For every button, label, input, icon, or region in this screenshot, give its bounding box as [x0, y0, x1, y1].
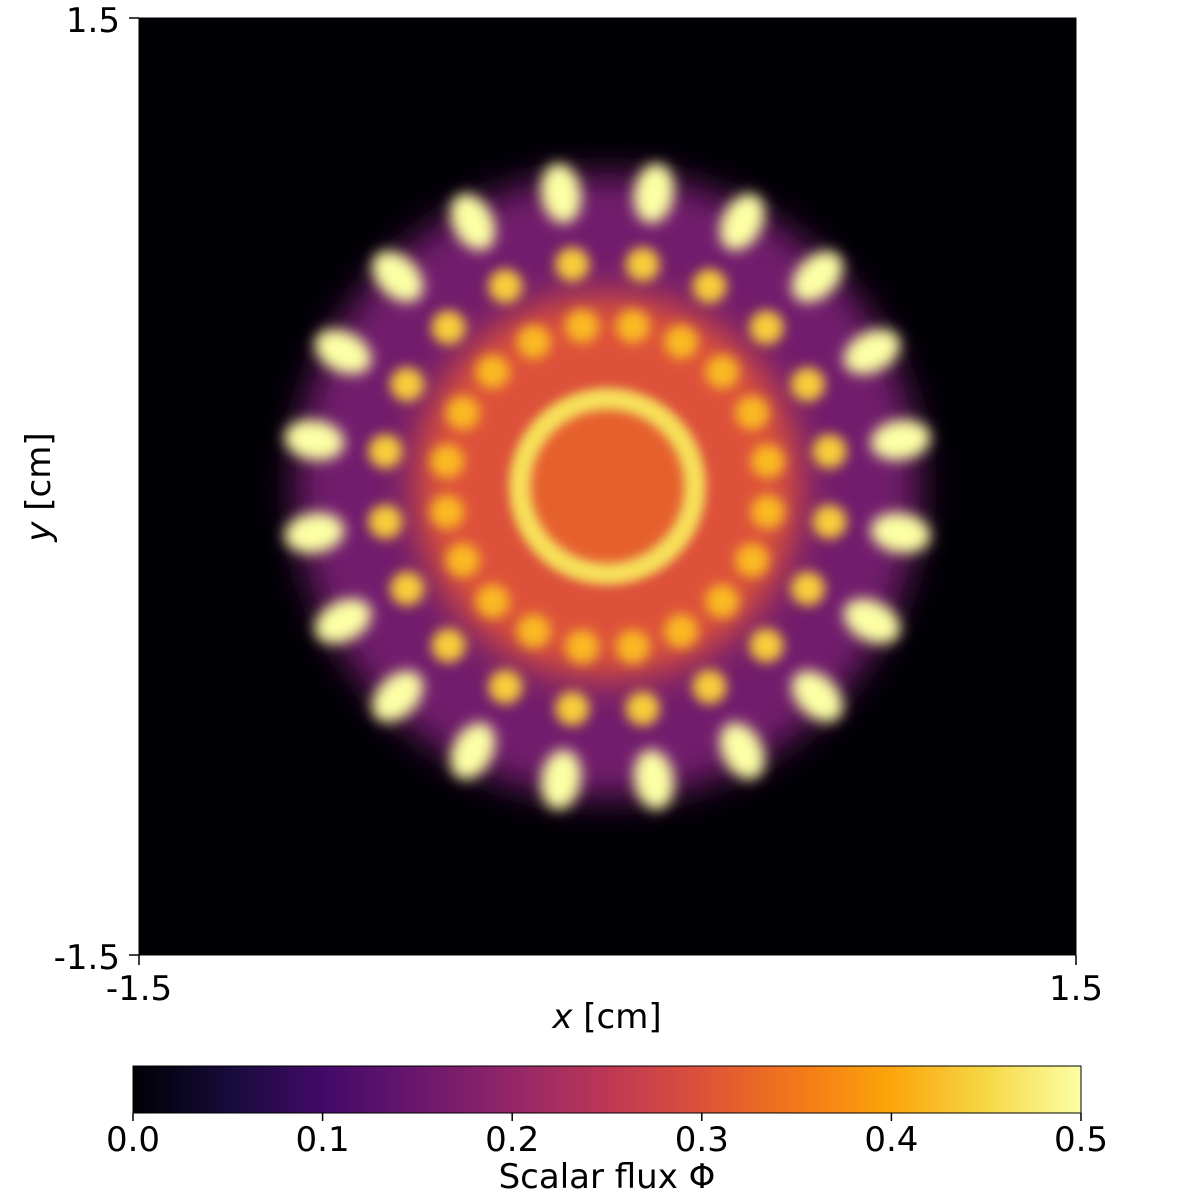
inner-pin: [615, 309, 650, 344]
middle-pin: [390, 367, 425, 402]
inner-pin: [750, 494, 785, 529]
middle-pin: [368, 434, 403, 469]
outer-petal: [843, 598, 901, 644]
inner-pin: [516, 324, 551, 359]
inner-pin: [705, 584, 740, 619]
outer-petal: [284, 512, 345, 554]
inner-pin: [516, 614, 551, 649]
middle-pin: [555, 247, 590, 282]
middle-pin: [431, 310, 466, 345]
middle-pin: [488, 669, 523, 704]
inner-pin: [735, 395, 770, 430]
outer-petal: [314, 598, 372, 644]
inner-pin: [615, 629, 650, 664]
y-axis-label: y [cm]: [19, 432, 59, 542]
flux-heatmap: [139, 18, 1076, 955]
x-axis-variable: x: [551, 997, 573, 1037]
inner-pin: [750, 444, 785, 479]
x-tick-label-min: -1.5: [106, 969, 172, 1009]
outer-petal: [540, 749, 582, 810]
middle-pin: [431, 628, 466, 663]
inner-pin: [565, 629, 600, 664]
y-axis-unit: [cm]: [19, 432, 59, 521]
outer-petal: [843, 329, 901, 375]
x-axis-unit: [cm]: [572, 997, 661, 1037]
colorbar-tick-label: 0.0: [106, 1120, 160, 1160]
middle-pin: [555, 691, 590, 726]
outer-petal: [719, 722, 765, 780]
inner-pin: [445, 395, 480, 430]
middle-pin: [692, 269, 727, 304]
middle-pin: [692, 669, 727, 704]
outer-petal: [870, 419, 931, 461]
outer-petal: [372, 251, 424, 303]
outer-petal: [791, 670, 843, 722]
outer-petal: [450, 193, 496, 251]
middle-pin: [749, 628, 784, 663]
middle-pin: [390, 571, 425, 606]
middle-pin: [625, 247, 660, 282]
inner-pin: [565, 309, 600, 344]
middle-pin: [812, 434, 847, 469]
central-ring: [509, 388, 706, 585]
outer-petal: [284, 419, 345, 461]
plot-frame: [138, 17, 1077, 956]
outer-petal: [314, 329, 372, 375]
colorbar-tick-label: 0.2: [485, 1120, 539, 1160]
colorbar-tick-label: 0.3: [675, 1120, 729, 1160]
y-axis-variable: y: [19, 521, 59, 543]
colorbar-tick-label: 0.4: [864, 1120, 918, 1160]
middle-pin: [812, 504, 847, 539]
colorbar-ticks: 0.0 0.1 0.2 0.3 0.4 0.5: [106, 1113, 1108, 1160]
inner-pin: [735, 543, 770, 578]
colorbar: [132, 1065, 1082, 1114]
outer-petal: [450, 722, 496, 780]
inner-pin: [445, 543, 480, 578]
middle-pin: [790, 367, 825, 402]
outer-petal: [719, 193, 765, 251]
inner-pin: [430, 444, 465, 479]
colorbar-tick-label: 0.1: [296, 1120, 350, 1160]
colorbar-tick-label: 0.5: [1054, 1120, 1108, 1160]
middle-pin: [368, 504, 403, 539]
outer-petal: [633, 163, 675, 224]
middle-pin: [749, 310, 784, 345]
x-axis-label: x [cm]: [551, 997, 661, 1037]
inner-pin: [430, 494, 465, 529]
inner-pin: [664, 324, 699, 359]
y-tick-label-min: -1.5: [54, 938, 120, 978]
y-tick-label-max: 1.5: [66, 1, 120, 41]
middle-pin: [625, 691, 660, 726]
central-disk: [529, 408, 686, 565]
outer-petal: [372, 670, 424, 722]
outer-petal: [870, 512, 931, 554]
colorbar-label: Scalar flux Φ: [499, 1157, 716, 1197]
middle-pin: [488, 269, 523, 304]
inner-pin: [475, 354, 510, 389]
middle-pin: [790, 571, 825, 606]
outer-petal: [633, 749, 675, 810]
x-tick-label-max: 1.5: [1049, 969, 1103, 1009]
inner-pin: [475, 584, 510, 619]
inner-pin: [705, 354, 740, 389]
outer-petal: [791, 251, 843, 303]
inner-pin: [664, 614, 699, 649]
outer-petal: [540, 163, 582, 224]
